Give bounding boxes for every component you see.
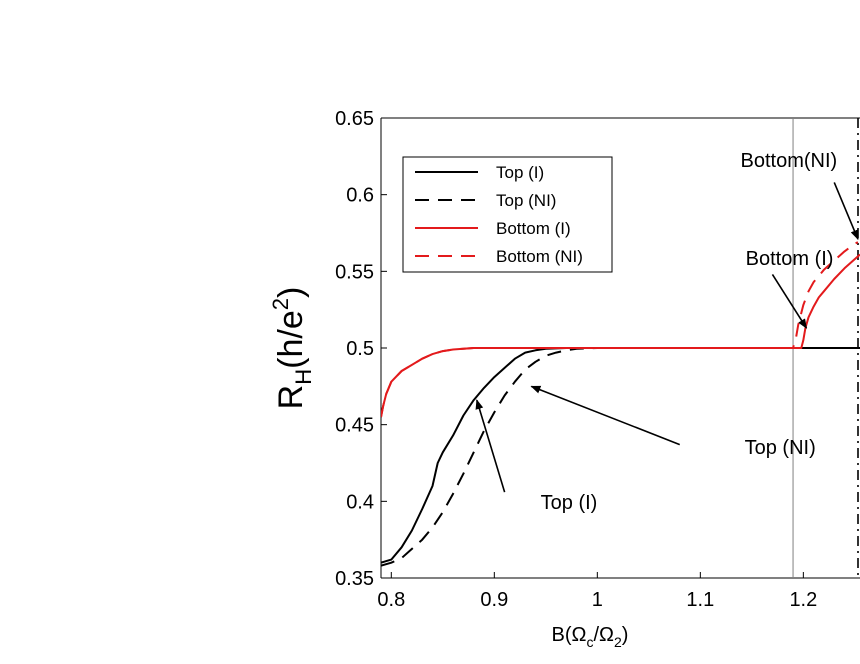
- legend-box: [402, 156, 613, 273]
- series-layer: [381, 241, 860, 567]
- x-tick-label: 0.8: [377, 589, 405, 611]
- annotation-arrow-top-i: [475, 399, 506, 493]
- annotation-label-bottom-i: Bottom (I): [746, 248, 834, 270]
- y-tick-label: 0.6: [346, 185, 374, 207]
- x-tick-label: 1.1: [686, 589, 714, 611]
- legend-label-top-i: Top (I): [496, 163, 544, 182]
- x-tick-label: 0.9: [480, 589, 508, 611]
- annotation-label-top-ni: Top (NI): [745, 437, 816, 459]
- series-line-top-ni: [381, 347, 804, 567]
- legend: Top (I) Top (NI) Bottom (I) Bottom (NI): [402, 156, 613, 273]
- annotation-arrow-bottom-i: [771, 273, 808, 329]
- y-tick-label: 0.4: [346, 491, 374, 513]
- y-axis-label: RH(h/e2): [268, 287, 316, 410]
- series-line-bottom-i: [381, 253, 860, 418]
- y-tick-label: 0.55: [335, 261, 374, 283]
- annotations: Bottom(NI) Bottom (I) Top (NI) Top (I): [475, 150, 859, 514]
- annotation-label-bottom-ni: Bottom(NI): [741, 150, 838, 172]
- annotation-arrow-top-ni: [530, 385, 681, 446]
- y-ticks: 0.35 0.4 0.45 0.5 0.55 0.6 0.65: [335, 108, 387, 590]
- legend-label-bottom-ni: Bottom (NI): [496, 247, 583, 266]
- x-ticks: 0.8 0.9 1 1.1 1.2: [377, 572, 817, 611]
- y-tick-label: 0.65: [335, 108, 374, 130]
- legend-label-top-ni: Top (NI): [496, 191, 556, 210]
- annotation-arrow-bottom-ni: [833, 182, 859, 241]
- x-tick-label: 1: [592, 589, 603, 611]
- plot-area: [380, 117, 860, 579]
- x-tick-label: 1.2: [789, 589, 817, 611]
- annotation-label-top-i: Top (I): [541, 492, 598, 514]
- y-tick-label: 0.35: [335, 568, 374, 590]
- legend-label-bottom-i: Bottom (I): [496, 219, 571, 238]
- x-axis-label: B(Ωc/Ω2): [552, 624, 629, 650]
- y-tick-label: 0.45: [335, 415, 374, 437]
- series-line-bottom-ni: [381, 241, 859, 418]
- y-tick-label: 0.5: [346, 338, 374, 360]
